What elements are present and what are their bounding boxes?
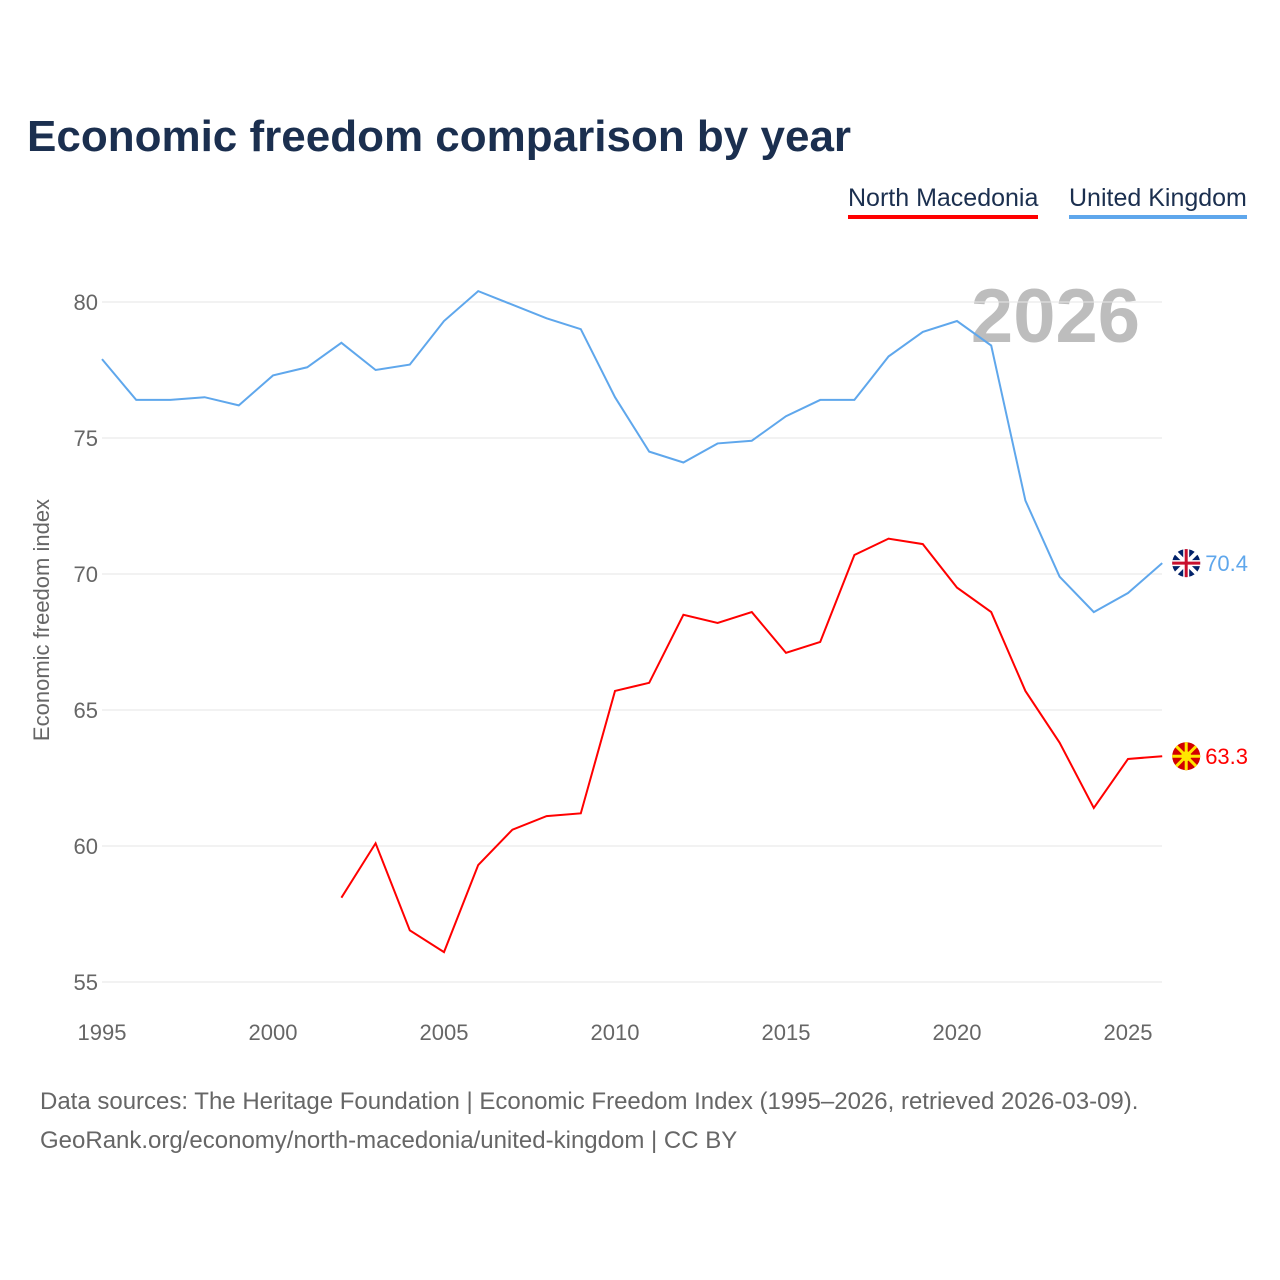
x-tick-label: 2010 — [591, 1020, 640, 1045]
x-tick-label: 2025 — [1104, 1020, 1153, 1045]
x-tick-label: 2020 — [933, 1020, 982, 1045]
flag-ray — [1175, 755, 1188, 768]
source-note: Data sources: The Heritage Foundation | … — [40, 1088, 1139, 1115]
y-tick-label: 55 — [74, 970, 98, 995]
y-tick-label: 75 — [74, 426, 98, 451]
legend-united-kingdom[interactable]: United Kingdom — [1069, 184, 1247, 219]
year-watermark: 2026 — [971, 274, 1140, 359]
chart-title: Economic freedom comparison by year — [27, 112, 852, 161]
legend-north-macedonia[interactable]: North Macedonia — [848, 184, 1039, 219]
flag-ray — [1185, 745, 1198, 758]
y-tick-label: 60 — [74, 834, 98, 859]
series-line-united-kingdom — [101, 289, 1163, 614]
x-tick-label: 2015 — [762, 1020, 811, 1045]
flag-ray — [1185, 755, 1198, 768]
source-url: GeoRank.org/economy/north-macedonia/unit… — [40, 1127, 738, 1154]
y-tick-label: 65 — [74, 698, 98, 723]
y-tick-label: 80 — [74, 290, 98, 315]
y-tick-label: 70 — [74, 562, 98, 587]
flag-cross-red — [1172, 549, 1201, 578]
end-value-label: 70.4 — [1205, 551, 1248, 576]
series-line-north-macedonia — [340, 537, 1163, 954]
flag-ray — [1175, 745, 1188, 758]
end-value-label: 63.3 — [1205, 744, 1248, 769]
x-tick-label: 2000 — [249, 1020, 298, 1045]
x-tick-label: 2005 — [420, 1020, 469, 1045]
x-tick-label: 1995 — [78, 1020, 127, 1045]
